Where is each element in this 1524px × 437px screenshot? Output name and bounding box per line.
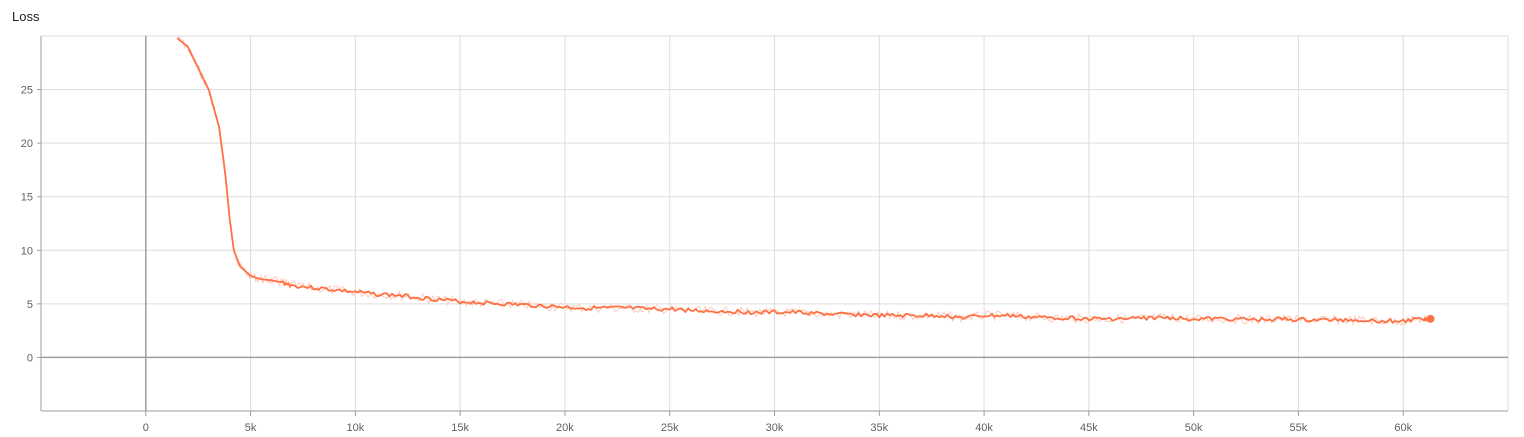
y-tick-label: 10 xyxy=(21,245,33,257)
chart-title: Loss xyxy=(12,9,40,24)
y-tick-label: 20 xyxy=(21,138,33,150)
last-point-marker xyxy=(1426,314,1435,323)
x-tick-label: 40k xyxy=(975,422,993,434)
grid-lines xyxy=(41,35,1509,411)
y-tick-label: 15 xyxy=(21,192,33,204)
y-tick-label: 0 xyxy=(27,352,33,364)
raw-loss-series xyxy=(176,36,1431,327)
x-tick-label: 50k xyxy=(1185,422,1203,434)
x-tick-label: 25k xyxy=(661,422,679,434)
x-tick-label: 45k xyxy=(1080,422,1098,434)
x-tick-label: 35k xyxy=(870,422,888,434)
raw-loss-line xyxy=(176,36,1431,327)
y-tick-label: 25 xyxy=(21,85,33,97)
x-tick-label: 30k xyxy=(766,422,784,434)
tick-labels: 0 5k 10k 15k 20k 25k 30k 35k 40k 45k 50k 55k 60k 0 5 10… xyxy=(21,85,1413,434)
smoothed-loss-line xyxy=(176,37,1432,324)
x-tick-label: 5k xyxy=(245,422,257,434)
y-tick-label: 5 xyxy=(27,299,33,311)
axes xyxy=(37,36,1508,416)
smoothed-loss-series xyxy=(176,37,1435,324)
x-tick-label: 55k xyxy=(1290,422,1308,434)
x-tick-label: 10k xyxy=(346,422,364,434)
x-tick-label: 60k xyxy=(1394,422,1412,434)
x-tick-label: 15k xyxy=(451,422,469,434)
x-tick-label: 0 xyxy=(143,422,149,434)
x-tick-label: 20k xyxy=(556,422,574,434)
